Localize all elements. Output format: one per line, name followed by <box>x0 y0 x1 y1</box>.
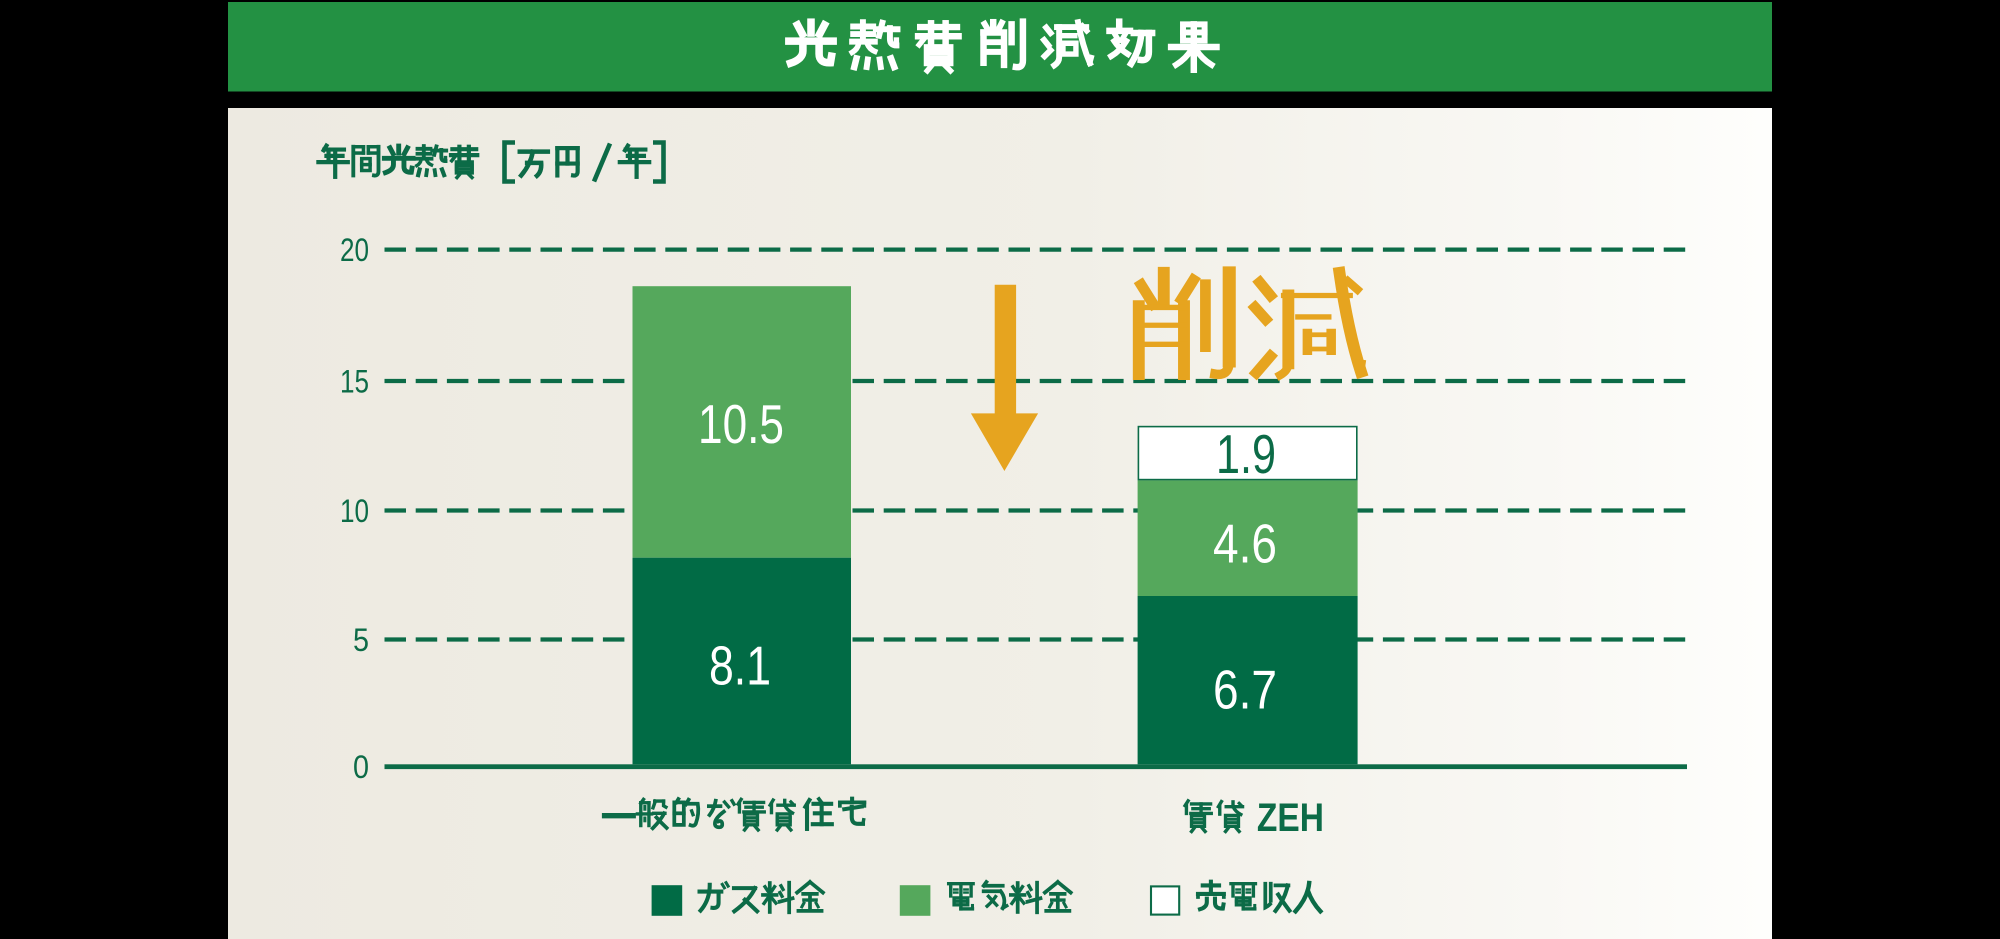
svg-text:ZEH: ZEH <box>1257 796 1324 840</box>
svg-text:20: 20 <box>340 232 369 268</box>
svg-text:1.9: 1.9 <box>1216 424 1276 485</box>
svg-text:8.1: 8.1 <box>709 636 771 697</box>
svg-text:6.7: 6.7 <box>1213 660 1277 721</box>
svg-text:15: 15 <box>340 363 369 399</box>
svg-text:5: 5 <box>353 622 369 658</box>
svg-text:10.5: 10.5 <box>698 394 784 455</box>
svg-text:10: 10 <box>340 493 369 529</box>
svg-text:4.6: 4.6 <box>1213 514 1277 575</box>
svg-text:0: 0 <box>353 749 369 785</box>
